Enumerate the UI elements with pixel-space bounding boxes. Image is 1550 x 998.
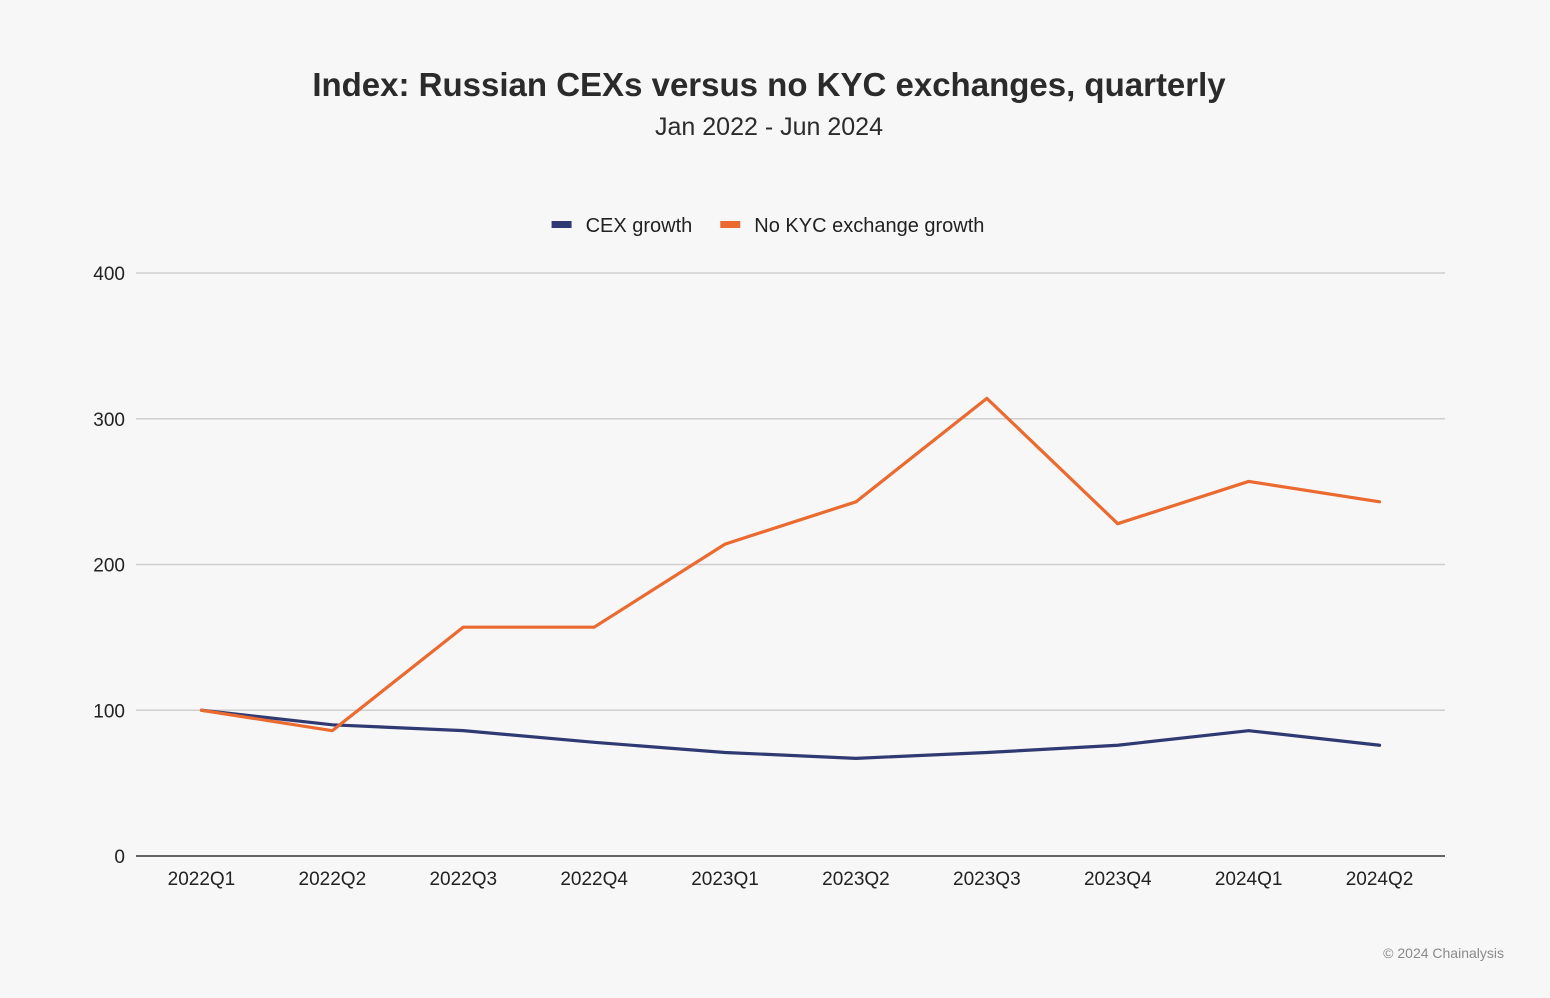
x-tick-label: 2022Q4 <box>560 869 628 890</box>
x-axis: 2022Q1 2022Q2 2022Q3 2022Q4 2023Q1 2023Q2 2023… <box>168 869 1414 890</box>
series-line-no-kyc-exchange-growth <box>199 396 1382 733</box>
legend-swatch <box>551 221 572 228</box>
y-axis: 0 100 200 300 400 <box>93 264 125 868</box>
chart-title: Index: Russian CEXs versus no KYC exchan… <box>312 66 1226 103</box>
y-tick-label: 300 <box>93 410 125 431</box>
x-tick-label: 2023Q2 <box>822 869 890 890</box>
y-tick-label: 0 <box>114 847 125 868</box>
x-tick-label: 2022Q2 <box>299 869 367 890</box>
x-tick-label: 2023Q3 <box>953 869 1021 890</box>
legend-label: No KYC exchange growth <box>754 215 984 237</box>
x-tick-label: 2022Q1 <box>168 869 236 890</box>
y-tick-label: 400 <box>93 264 125 285</box>
grid-lines <box>136 272 1445 857</box>
y-tick-label: 200 <box>93 556 125 577</box>
x-tick-label: 2023Q1 <box>691 869 759 890</box>
series-lines <box>199 396 1382 760</box>
legend: CEX growth No KYC exchange growth <box>551 215 984 237</box>
copyright: © 2024 Chainalysis <box>1383 945 1504 961</box>
legend-swatch <box>720 221 741 228</box>
x-tick-label: 2024Q2 <box>1346 869 1414 890</box>
x-tick-label: 2023Q4 <box>1084 869 1152 890</box>
x-tick-label: 2024Q1 <box>1215 869 1283 890</box>
x-tick-label: 2022Q3 <box>429 869 497 890</box>
y-tick-label: 100 <box>93 701 125 722</box>
chart-subtitle: Jan 2022 - Jun 2024 <box>655 113 883 141</box>
series-line-cex-growth <box>199 708 1382 760</box>
legend-label: CEX growth <box>586 215 693 237</box>
